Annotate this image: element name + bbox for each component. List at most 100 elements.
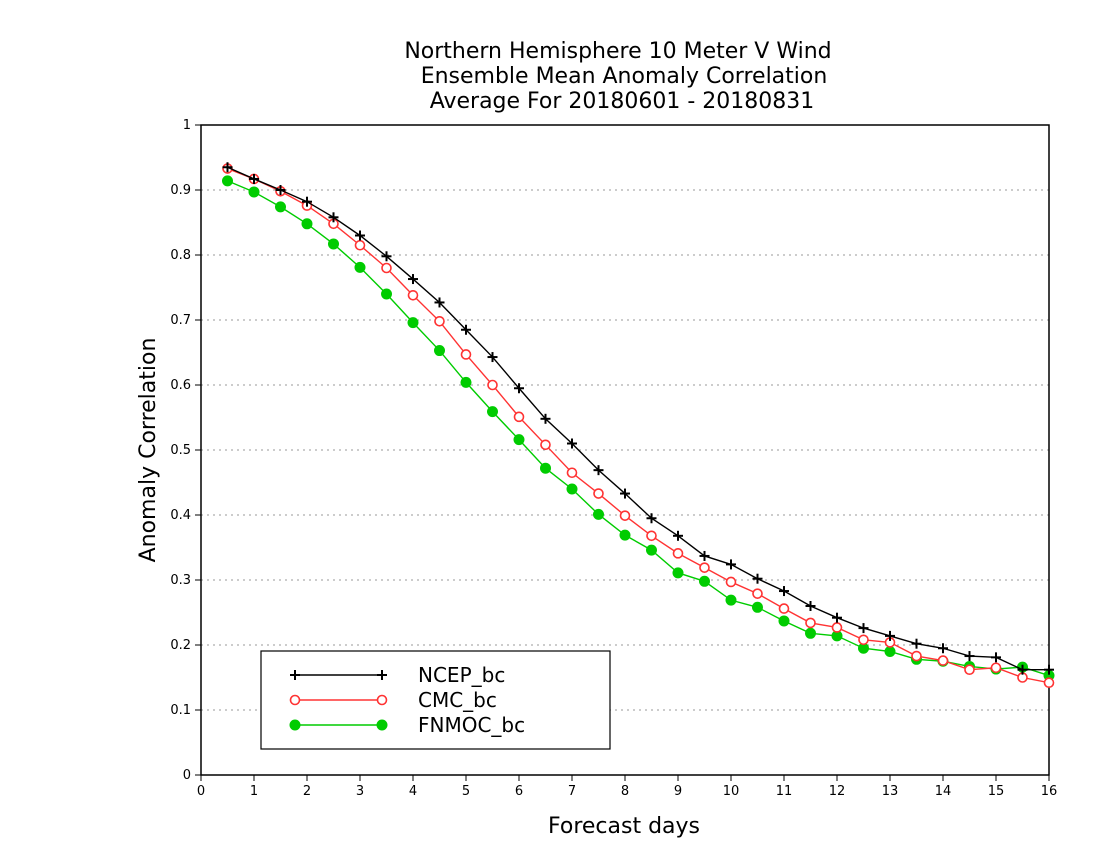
data-point-CMC_bc: [831, 622, 843, 633]
data-point-FNMOC_bc: [248, 186, 260, 198]
legend-marker-NCEP_bc: [377, 670, 387, 680]
plot-area: [222, 162, 1055, 689]
data-point-CMC_bc: [911, 650, 922, 662]
x-tick-label: 0: [197, 784, 205, 799]
y-tick-label: 0.1: [170, 703, 191, 718]
x-tick-label: 16: [1041, 784, 1058, 799]
y-tick-label: 0: [183, 768, 191, 783]
data-point-NCEP_bc: [328, 212, 339, 223]
x-axis-label: Forecast days: [548, 814, 700, 839]
data-point-CMC_bc: [646, 530, 657, 542]
data-point-CMC_bc: [672, 548, 684, 559]
data-point-NCEP_bc: [646, 513, 657, 524]
x-tick-label: 11: [776, 784, 793, 799]
y-tick-label: 1: [183, 118, 191, 133]
data-point-FNMOC_bc: [407, 317, 419, 329]
series-line-CMC_bc: [227, 167, 1050, 684]
x-tick-label: 3: [356, 784, 364, 799]
data-point-FNMOC_bc: [672, 567, 684, 579]
data-point-CMC_bc: [858, 634, 869, 646]
y-tick-label: 0.3: [170, 573, 191, 588]
x-tick-label: 1: [250, 784, 258, 799]
legend-marker-CMC_bc: [376, 694, 388, 706]
data-point-FNMOC_bc: [354, 261, 366, 273]
title-line-2: Ensemble Mean Anomaly Correlation: [421, 64, 828, 89]
data-point-FNMOC_bc: [540, 462, 551, 474]
data-point-NCEP_bc: [858, 623, 869, 634]
data-point-FNMOC_bc: [222, 175, 233, 187]
data-point-NCEP_bc: [249, 173, 259, 184]
data-point-NCEP_bc: [620, 488, 630, 499]
data-point-CMC_bc: [381, 262, 392, 274]
data-point-CMC_bc: [964, 664, 975, 676]
data-point-NCEP_bc: [302, 196, 312, 207]
legend-label-NCEP_bc: NCEP_bc: [418, 663, 505, 687]
data-point-FNMOC_bc: [805, 627, 816, 639]
legend-marker-NCEP_bc: [290, 670, 300, 680]
data-point-NCEP_bc: [911, 638, 922, 649]
data-point-CMC_bc: [699, 562, 710, 573]
legend-marker-FNMOC_bc: [376, 719, 388, 731]
x-tick-label: 6: [515, 784, 523, 799]
data-point-FNMOC_bc: [513, 434, 525, 446]
y-tick-label: 0.8: [170, 248, 191, 263]
y-tick-label: 0.9: [170, 183, 191, 198]
data-point-CMC_bc: [725, 576, 737, 588]
data-point-FNMOC_bc: [460, 376, 472, 388]
title-line-3: Average For 20180601 - 20180831: [430, 89, 815, 114]
y-tick-label: 0.6: [170, 378, 191, 393]
x-tick-label: 13: [882, 784, 899, 799]
y-tick-label: 0.7: [170, 313, 191, 328]
x-tick-label: 2: [303, 784, 311, 799]
x-tick-label: 7: [568, 784, 576, 799]
series-line-FNMOC_bc: [227, 180, 1050, 677]
data-point-CMC_bc: [540, 439, 551, 451]
x-tick-label: 10: [723, 784, 740, 799]
data-point-FNMOC_bc: [725, 594, 737, 606]
data-point-CMC_bc: [460, 349, 472, 360]
data-point-CMC_bc: [990, 662, 1002, 674]
legend-marker-FNMOC_bc: [289, 719, 301, 731]
data-point-CMC_bc: [566, 467, 578, 479]
data-point-CMC_bc: [487, 379, 498, 391]
data-point-FNMOC_bc: [566, 483, 578, 495]
data-point-NCEP_bc: [938, 643, 948, 654]
data-point-FNMOC_bc: [593, 508, 604, 520]
x-tick-label: 15: [988, 784, 1005, 799]
data-point-NCEP_bc: [726, 559, 736, 570]
data-point-CMC_bc: [1043, 677, 1055, 689]
data-point-FNMOC_bc: [275, 201, 286, 213]
data-point-NCEP_bc: [461, 324, 471, 335]
legend-label-FNMOC_bc: FNMOC_bc: [418, 713, 525, 737]
y-tick-label: 0.4: [170, 508, 191, 523]
data-point-FNMOC_bc: [699, 575, 710, 587]
data-point-FNMOC_bc: [646, 544, 657, 556]
x-tick-label: 12: [829, 784, 846, 799]
axes: 00.10.20.30.40.50.60.70.80.910 1 2 3 4 5 6 7 8 9 1…: [170, 118, 1057, 799]
chart-title: Northern Hemisphere 10 Meter V Wind Ense…: [404, 39, 831, 114]
x-tick-label: 4: [409, 784, 417, 799]
data-point-NCEP_bc: [487, 352, 498, 363]
data-point-NCEP_bc: [673, 530, 683, 541]
data-point-NCEP_bc: [779, 586, 789, 597]
y-tick-label: 0.2: [170, 638, 191, 653]
data-point-FNMOC_bc: [328, 238, 339, 250]
data-point-NCEP_bc: [593, 465, 604, 476]
data-point-NCEP_bc: [540, 413, 551, 424]
data-point-NCEP_bc: [885, 630, 895, 641]
data-point-NCEP_bc: [991, 652, 1001, 663]
data-point-FNMOC_bc: [619, 529, 631, 541]
data-point-CMC_bc: [752, 588, 763, 599]
legend-marker-CMC_bc: [289, 694, 301, 706]
data-point-NCEP_bc: [1017, 664, 1028, 675]
data-point-CMC_bc: [619, 510, 631, 521]
series-CMC_bc: [222, 163, 1055, 689]
data-point-NCEP_bc: [805, 601, 816, 611]
data-point-NCEP_bc: [381, 251, 392, 262]
data-point-NCEP_bc: [752, 573, 763, 584]
data-point-FNMOC_bc: [884, 646, 896, 657]
series-FNMOC_bc: [222, 175, 1055, 682]
legend-label-CMC_bc: CMC_bc: [418, 688, 497, 712]
